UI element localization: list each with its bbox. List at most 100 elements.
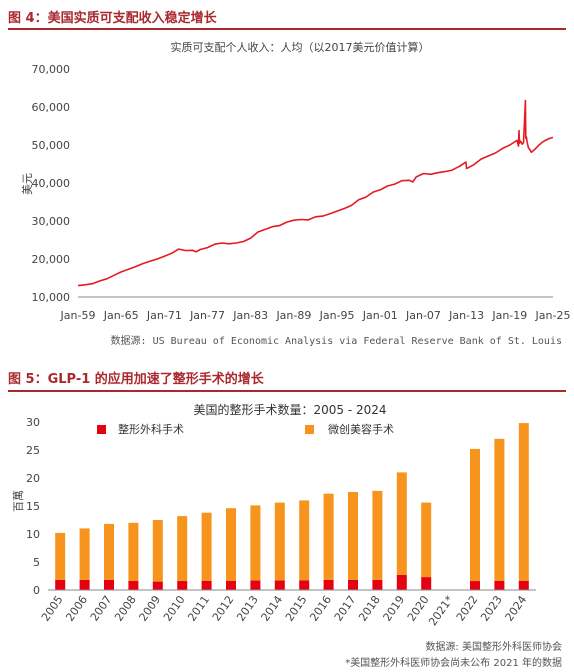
bar-minimally-invasive [470, 448, 480, 582]
legend-swatch-minimally-invasive [305, 425, 314, 434]
x-tick-label: 2011 [185, 593, 212, 623]
bar-surgical [79, 579, 90, 590]
x-tick-label: Jan-71 [146, 309, 182, 322]
x-tick-label: 2009 [137, 593, 164, 623]
x-tick-label: Jan-13 [448, 309, 484, 322]
x-tick-label: 2007 [88, 593, 115, 623]
chart-title: 美国的整形手术数量：2005 - 2024 [193, 402, 386, 417]
x-tick-label: 2008 [112, 593, 139, 623]
figure-4-divider [8, 28, 566, 30]
x-tick-label: Jan-95 [319, 309, 355, 322]
x-tick-label: 2013 [234, 593, 261, 623]
figure-4-title: 图 4：美国实质可支配收入稳定增长 [8, 11, 217, 26]
legend-label-minimally-invasive: 微创美容手术 [328, 422, 394, 436]
bar-surgical [55, 579, 66, 590]
x-tick-label: 2022 [454, 593, 481, 623]
surgery-bar-chart: 美国的整形手术数量：2005 - 2024 整形外科手术 微创美容手术 百萬 0… [12, 402, 536, 628]
figure-4-source: 数据源: US Bureau of Economic Analysis via … [110, 336, 562, 347]
bar-surgical [226, 581, 236, 590]
income-line-chart: 实质可支配个人收入：人均（以2017美元价值计算） 美元 10,000 20,00… [21, 40, 571, 322]
income-series-line [77, 99, 554, 287]
bar-surgical [494, 581, 505, 590]
x-tick-label: Jan-07 [405, 309, 441, 322]
x-tick-label: 2015 [283, 593, 310, 623]
bar-surgical [274, 580, 285, 590]
x-tick-label: Jan-77 [189, 309, 225, 322]
bar-minimally-invasive [323, 493, 334, 580]
x-tick-label: 2016 [307, 593, 334, 623]
bar-surgical [177, 581, 188, 590]
x-tick-label: Jan-01 [362, 309, 398, 322]
y-tick-label: 25 [26, 444, 40, 457]
bar-minimally-invasive [372, 490, 383, 580]
x-tick-label: 2014 [259, 593, 286, 623]
x-tick-label: Jan-19 [491, 309, 527, 322]
legend-label-surgical: 整形外科手术 [118, 422, 184, 436]
x-tick-label: Jan-83 [232, 309, 268, 322]
y-axis-label: 百萬 [12, 490, 25, 512]
bar-minimally-invasive [104, 523, 114, 580]
x-tick-label: Jan-65 [103, 309, 139, 322]
bar-surgical [470, 581, 480, 590]
y-tick-label: 50,000 [32, 139, 71, 152]
bar-minimally-invasive [299, 500, 310, 581]
x-tick-labels: 2005200620072008200920102011201220132014… [39, 593, 529, 628]
bar-minimally-invasive [128, 522, 139, 581]
bar-surgical [372, 579, 383, 590]
figure-5-divider [8, 390, 566, 392]
bar-surgical [518, 581, 529, 590]
bar-minimally-invasive [348, 492, 358, 580]
legend: 整形外科手术 微创美容手术 [97, 422, 394, 436]
figure-5-footnote: *美国整形外科医师协会尚未公布 2021 年的数据 [345, 658, 562, 669]
bar-minimally-invasive [152, 520, 163, 582]
bar-minimally-invasive [274, 502, 285, 581]
bar-minimally-invasive [79, 528, 90, 580]
bar-minimally-invasive [518, 423, 529, 581]
x-tick-label: 2017 [332, 593, 359, 623]
x-tick-labels: Jan-59 Jan-65 Jan-71 Jan-77 Jan-83 Jan-89 Jan-… [60, 309, 571, 322]
legend-swatch-surgical [97, 425, 106, 434]
y-tick-label: 10,000 [32, 291, 71, 304]
bar-surgical [396, 574, 407, 590]
x-tick-label: 2018 [356, 593, 383, 623]
bar-surgical [201, 581, 212, 590]
bar-minimally-invasive [250, 505, 261, 581]
bar-surgical [250, 580, 261, 590]
bars [55, 423, 529, 590]
x-tick-label: 2006 [63, 593, 90, 623]
y-axis-label: 美元 [21, 173, 34, 195]
y-tick-label: 70,000 [32, 63, 71, 76]
y-tick-label: 30 [26, 416, 40, 429]
y-tick-label: 10 [26, 528, 40, 541]
y-tick-label: 40,000 [32, 177, 71, 190]
y-tick-label: 20,000 [32, 253, 71, 266]
bar-surgical [299, 580, 310, 590]
y-tick-label: 60,000 [32, 101, 71, 114]
x-tick-label: Jan-59 [60, 309, 96, 322]
bar-minimally-invasive [177, 516, 188, 582]
x-tick-label: 2019 [381, 593, 408, 623]
y-tick-label: 30,000 [32, 215, 71, 228]
bar-surgical [421, 577, 432, 590]
x-tick-label: 2010 [161, 593, 188, 623]
bar-surgical [128, 581, 139, 590]
x-tick-label: Jan-25 [535, 309, 571, 322]
bar-surgical [104, 579, 114, 590]
bar-minimally-invasive [421, 502, 432, 578]
x-tick-label: 2005 [39, 593, 66, 623]
bar-minimally-invasive [201, 512, 212, 581]
bar-surgical [323, 579, 334, 590]
bar-minimally-invasive [494, 438, 505, 581]
y-tick-label: 20 [26, 472, 40, 485]
bar-surgical [152, 581, 163, 590]
bar-minimally-invasive [396, 472, 407, 575]
figure-5-source: 数据源: 美国整形外科医师协会 [425, 642, 562, 653]
x-tick-label: 2023 [478, 593, 505, 623]
y-tick-label: 0 [33, 584, 40, 597]
bar-minimally-invasive [226, 508, 236, 581]
x-tick-label: Jan-89 [275, 309, 311, 322]
x-tick-label: 2024 [503, 593, 530, 623]
x-tick-label: 2012 [210, 593, 237, 623]
y-tick-label: 5 [33, 556, 40, 569]
bar-surgical [348, 579, 358, 590]
